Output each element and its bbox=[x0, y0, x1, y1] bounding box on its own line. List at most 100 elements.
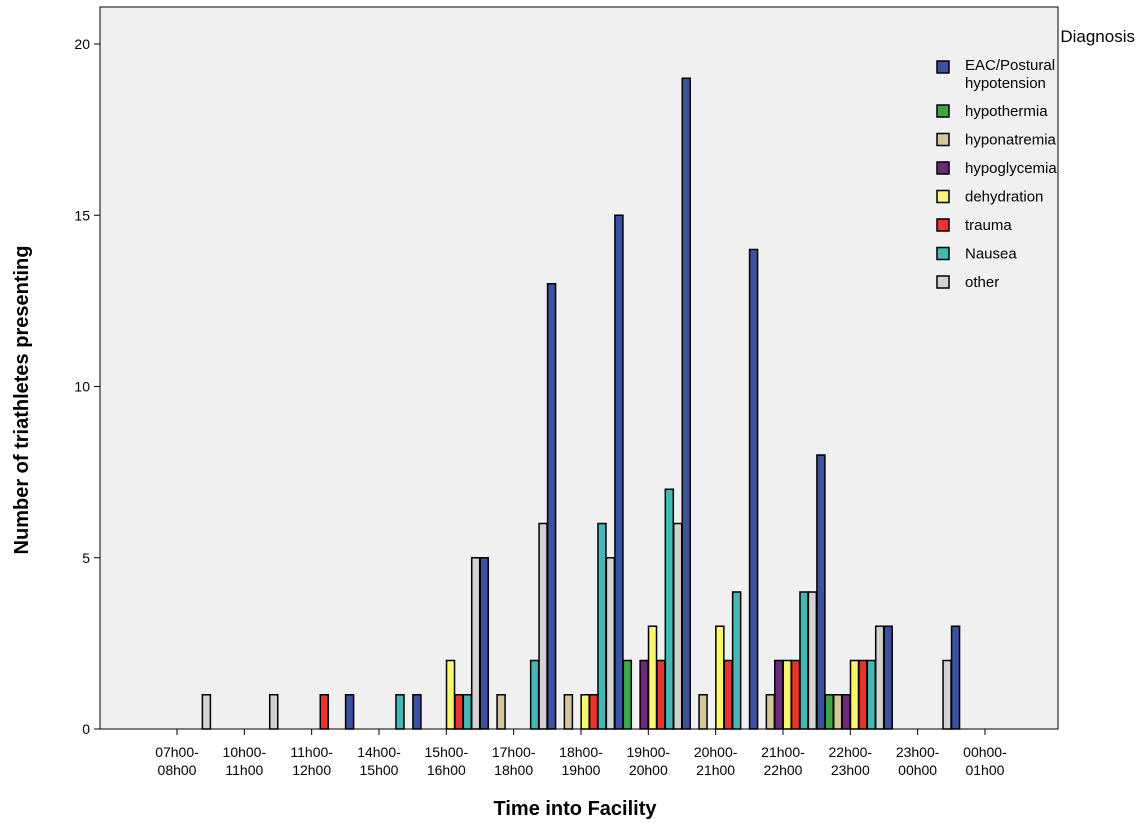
bar bbox=[344, 694, 355, 730]
x-tick-label: 18h00 bbox=[494, 762, 533, 778]
bar bbox=[858, 659, 868, 730]
plot-area bbox=[99, 6, 1059, 730]
bar bbox=[470, 557, 481, 730]
bar bbox=[681, 77, 691, 730]
bar bbox=[622, 659, 633, 730]
bar bbox=[445, 659, 456, 730]
legend-label: hypothermia bbox=[965, 103, 1048, 120]
bar bbox=[605, 557, 616, 730]
bar bbox=[664, 488, 675, 730]
bar bbox=[731, 591, 742, 730]
bar bbox=[849, 659, 860, 730]
bar bbox=[538, 522, 548, 730]
legend-label: dehydration bbox=[965, 189, 1043, 206]
y-tick-label: 5 bbox=[82, 550, 90, 566]
bar bbox=[588, 694, 599, 730]
bar bbox=[496, 694, 506, 730]
legend-swatch bbox=[936, 246, 950, 261]
bar bbox=[395, 694, 405, 730]
legend-label: trauma bbox=[965, 217, 1012, 234]
legend-label: other bbox=[965, 274, 999, 291]
bar bbox=[462, 694, 473, 730]
legend-swatch bbox=[936, 189, 950, 204]
bar bbox=[479, 557, 489, 730]
x-tick-label: 17h00- bbox=[492, 744, 536, 760]
bar bbox=[942, 659, 952, 730]
x-tick-label: 19h00- bbox=[627, 744, 671, 760]
y-tick-label: 0 bbox=[82, 721, 90, 737]
x-tick-label: 11h00- bbox=[290, 744, 333, 760]
x-tick-label: 12h00 bbox=[292, 762, 331, 778]
bar bbox=[790, 659, 801, 730]
bar bbox=[529, 659, 540, 730]
x-tick-label: 23h00 bbox=[831, 762, 870, 778]
bar bbox=[454, 694, 464, 730]
x-tick-label: 11h00 bbox=[225, 762, 263, 778]
legend-swatch bbox=[936, 161, 950, 175]
x-tick-label: 01h00 bbox=[965, 762, 1004, 778]
bar bbox=[580, 694, 590, 730]
bar bbox=[824, 694, 835, 730]
bar bbox=[672, 522, 683, 730]
legend-swatch bbox=[936, 218, 950, 232]
bar bbox=[723, 659, 733, 730]
x-tick-label: 18h00- bbox=[559, 744, 603, 760]
x-tick-label: 00h00 bbox=[898, 762, 937, 778]
x-tick-label: 19h00 bbox=[562, 762, 601, 778]
bars bbox=[143, 77, 1020, 730]
bar bbox=[748, 248, 759, 730]
bar bbox=[883, 625, 893, 730]
x-tick-label: 15h00 bbox=[360, 762, 399, 778]
legend-title: Diagnosis bbox=[1060, 27, 1135, 46]
x-tick-label: 00h00- bbox=[963, 744, 1007, 760]
bar bbox=[832, 694, 843, 730]
x-tick-label: 10h00- bbox=[223, 744, 267, 760]
bar bbox=[614, 214, 624, 730]
x-tick-label: 22h00- bbox=[829, 744, 873, 760]
bar bbox=[546, 283, 557, 730]
bar bbox=[799, 591, 809, 730]
bar bbox=[698, 694, 708, 730]
y-tick-label: 10 bbox=[74, 379, 90, 395]
bar bbox=[563, 694, 574, 730]
bar bbox=[656, 659, 666, 730]
y-axis: 0 5 10 15 20 bbox=[74, 36, 100, 737]
y-axis-title: Number of triathletes presenting bbox=[11, 246, 33, 555]
bar bbox=[950, 625, 961, 730]
x-tick-label: 22h00 bbox=[764, 762, 803, 778]
legend-label: EAC/Postural bbox=[965, 57, 1055, 74]
legend-label: Nausea bbox=[965, 246, 1017, 263]
bar bbox=[807, 591, 818, 730]
bar bbox=[319, 694, 330, 730]
bar bbox=[866, 659, 877, 730]
bar bbox=[597, 522, 607, 730]
x-tick-label: 15h00- bbox=[425, 744, 469, 760]
bar bbox=[715, 625, 725, 730]
bar bbox=[874, 625, 885, 730]
legend-swatch bbox=[936, 132, 950, 147]
legend-swatch bbox=[936, 60, 950, 74]
x-axis: 07h00- 08h00 10h00- 11h00 11h00- 12h00 14h00- 1… bbox=[155, 729, 1007, 778]
x-axis-title: Time into Facility bbox=[494, 798, 658, 820]
x-tick-label: 16h00 bbox=[427, 762, 466, 778]
bar bbox=[765, 694, 776, 730]
x-tick-label: 21h00- bbox=[761, 744, 805, 760]
bar bbox=[412, 694, 422, 730]
legend-swatch bbox=[936, 275, 950, 289]
y-tick-label: 15 bbox=[74, 207, 90, 223]
bar bbox=[201, 694, 212, 730]
x-tick-label: 14h00- bbox=[357, 744, 401, 760]
bar bbox=[639, 659, 649, 730]
bar bbox=[647, 625, 658, 730]
x-tick-label: 20h00- bbox=[694, 744, 738, 760]
legend-label: hypoglycemia bbox=[965, 160, 1057, 177]
x-tick-label: 07h00- bbox=[155, 744, 199, 760]
x-tick-label: 20h00 bbox=[629, 762, 668, 778]
bar bbox=[782, 659, 792, 730]
y-tick-label: 20 bbox=[74, 36, 90, 52]
bar bbox=[774, 659, 784, 730]
bar bbox=[841, 694, 851, 730]
x-tick-label: 08h00 bbox=[158, 762, 197, 778]
